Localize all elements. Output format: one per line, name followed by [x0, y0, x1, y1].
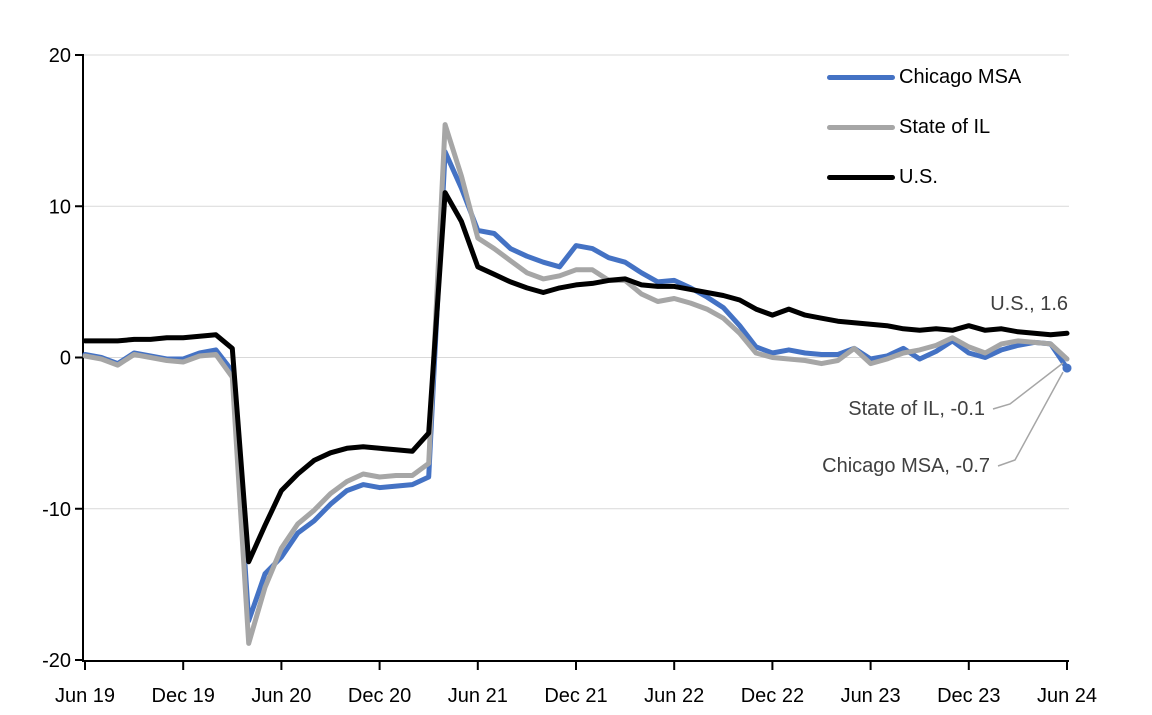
x-axis-label-Jun-24: Jun 24 — [1037, 685, 1097, 707]
leader-line-state-of-il — [992, 362, 1064, 410]
y-axis-label-0: 0 — [60, 348, 71, 370]
legend-label-chicago-msa: Chicago MSA — [899, 66, 1022, 88]
annotation-us: U.S., 1.6 — [990, 293, 1068, 315]
series-line-state-of-il — [82, 122, 1070, 646]
x-axis-label-Dec-21: Dec 21 — [544, 685, 607, 707]
y-axis-label--20: -20 — [42, 650, 71, 672]
annotation-state-of-il: State of IL, -0.1 — [848, 398, 985, 420]
y-axis-label--10: -10 — [42, 499, 71, 521]
legend-item-state-of-il: State of IL — [827, 102, 1021, 152]
leader-line-chicago-msa — [997, 371, 1064, 467]
x-axis-label-Dec-23: Dec 23 — [937, 685, 1000, 707]
series-line-u-s- — [82, 190, 1070, 565]
x-axis-label-Jun-21: Jun 21 — [448, 685, 508, 707]
x-axis-label-Jun-20: Jun 20 — [251, 685, 311, 707]
x-axis-label-Jun-22: Jun 22 — [644, 685, 704, 707]
x-axis-label-Jun-23: Jun 23 — [841, 685, 901, 707]
legend-swatch-state-of-il — [827, 124, 895, 130]
x-axis-label-Dec-20: Dec 20 — [348, 685, 411, 707]
legend-item-chicago-msa: Chicago MSA — [827, 52, 1021, 102]
legend-label-us: U.S. — [899, 166, 938, 188]
y-axis-label-10: 10 — [49, 196, 71, 218]
legend: Chicago MSA State of IL U.S. — [827, 52, 1021, 202]
legend-swatch-chicago-msa — [827, 74, 895, 80]
legend-item-us: U.S. — [827, 152, 1021, 202]
legend-label-state-of-il: State of IL — [899, 116, 991, 138]
y-axis-label-20: 20 — [49, 45, 71, 67]
x-axis-label-Dec-19: Dec 19 — [152, 685, 215, 707]
x-axis-label-Dec-22: Dec 22 — [741, 685, 804, 707]
legend-swatch-us — [827, 174, 895, 180]
end-marker-dot-chicago-msa — [1062, 363, 1072, 373]
annotation-chicago-msa: Chicago MSA, -0.7 — [822, 455, 990, 477]
x-axis-label-Jun-19: Jun 19 — [55, 685, 115, 707]
